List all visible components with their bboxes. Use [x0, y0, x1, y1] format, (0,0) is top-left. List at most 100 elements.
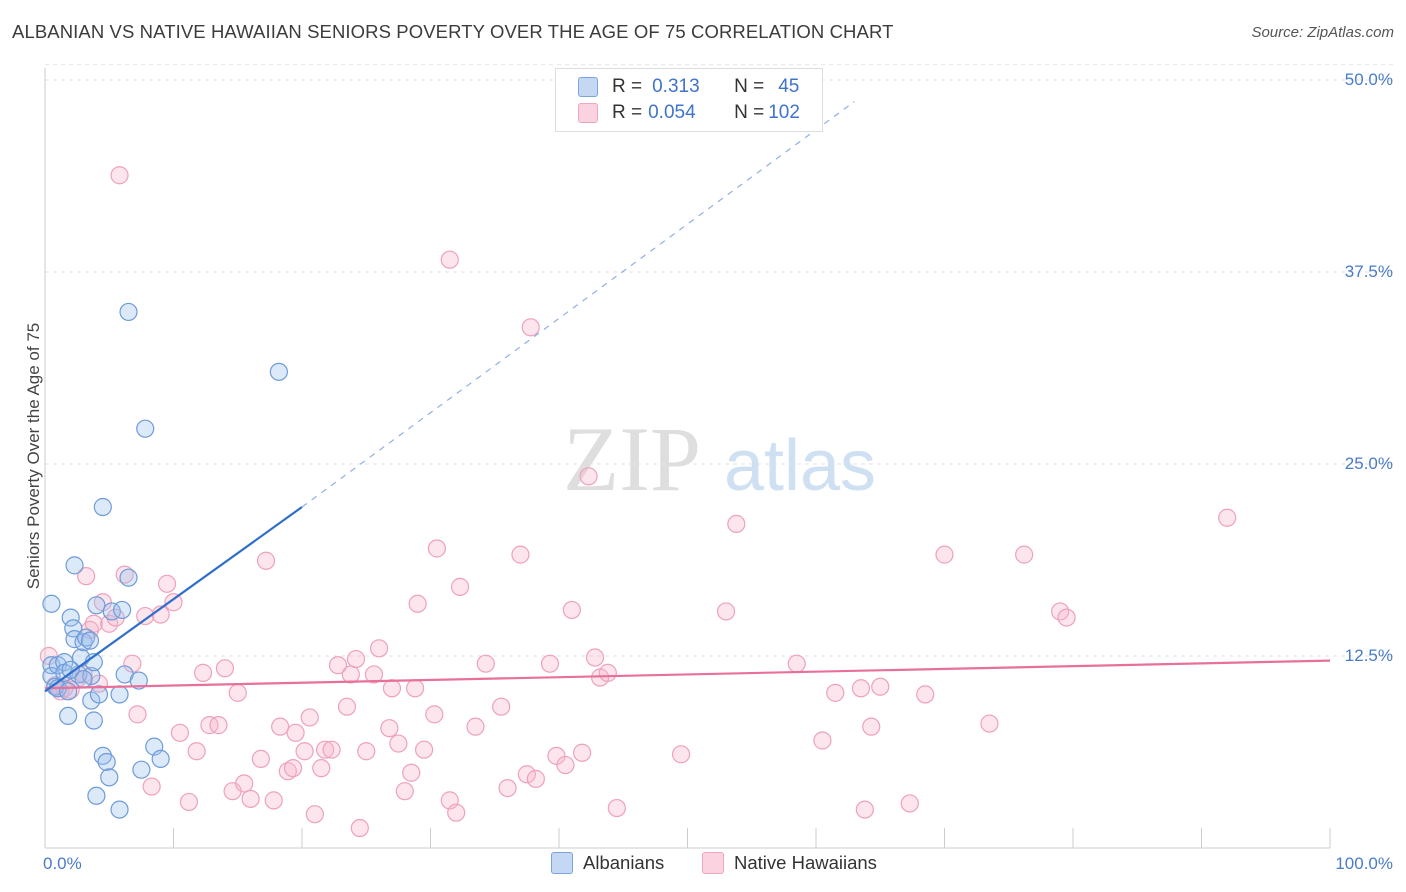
- native-hawaiian-point: [364, 665, 384, 684]
- native-hawaiian-point: [110, 166, 129, 185]
- albanians-trend-line: [44, 506, 303, 693]
- native-hawaiian-point: [402, 763, 421, 782]
- native-hawaiian-point: [322, 740, 341, 759]
- albanians-legend-label: Albanians: [583, 852, 665, 873]
- native-hawaiian-point: [295, 742, 314, 761]
- native-hawaiians-points: [39, 166, 1237, 838]
- native-hawaiian-point: [300, 708, 319, 727]
- albanian-point: [87, 786, 106, 805]
- legend-n-value: 45: [778, 76, 800, 97]
- native-hawaiian-point: [84, 614, 103, 633]
- native-hawaiian-point: [389, 734, 408, 753]
- albanian-point: [119, 568, 138, 587]
- native-hawaiian-point: [380, 719, 399, 738]
- native-hawaiian-point: [209, 716, 228, 735]
- native-hawaiians-legend-label: Native Hawaiians: [734, 852, 877, 873]
- native-hawaiian-point: [916, 685, 935, 704]
- native-hawaiian-point: [517, 765, 536, 784]
- native-hawaiians-trend-line: [44, 659, 1331, 690]
- native-hawaiian-point: [440, 250, 459, 269]
- albanian-point: [61, 608, 80, 627]
- native-hawaiian-point: [414, 740, 434, 759]
- x-tick-label-min: 0.0%: [43, 854, 82, 873]
- x-tick-label-max: 100.0%: [1335, 854, 1393, 873]
- native-hawaiian-point: [283, 759, 303, 778]
- native-hawaiian-point: [357, 742, 376, 761]
- albanian-point: [84, 711, 103, 730]
- native-hawaiian-point: [405, 679, 425, 698]
- stats-legend: R = 0.313 N = 45 R = 0.054 N = 102: [555, 68, 823, 132]
- native-hawaiian-point: [851, 679, 871, 698]
- native-hawaiian-point: [278, 762, 297, 781]
- chart-title: ALBANIAN VS NATIVE HAWAIIAN SENIORS POVE…: [12, 21, 894, 42]
- native-hawaiian-point: [935, 545, 954, 564]
- native-hawaiian-point: [395, 782, 414, 801]
- native-hawaiian-point: [427, 539, 447, 558]
- native-hawaiian-point: [447, 803, 466, 822]
- native-hawaiian-point: [235, 774, 254, 793]
- native-hawaiian-point: [579, 467, 598, 486]
- native-hawaiian-point: [305, 805, 324, 824]
- native-hawaiian-point: [498, 778, 517, 798]
- native-hawaiian-point: [980, 714, 999, 733]
- native-hawaiian-point: [585, 648, 605, 667]
- native-hawaiian-point: [562, 600, 581, 620]
- grid-lines: [45, 64, 1395, 657]
- native-hawaiian-point: [476, 654, 495, 673]
- albanian-point: [129, 671, 148, 690]
- legend-r-value: 0.313: [652, 76, 700, 97]
- albanian-point: [110, 800, 129, 819]
- albanian-point: [87, 596, 106, 615]
- native-hawaiians-legend-swatch: [702, 852, 724, 874]
- native-hawaiian-point: [862, 717, 881, 736]
- native-hawaiian-point: [787, 654, 806, 673]
- source-label: Source: ZipAtlas.com: [1251, 24, 1394, 41]
- native-hawaiian-point: [228, 683, 247, 702]
- native-hawaiian-point: [350, 818, 369, 838]
- native-hawaiian-point: [170, 723, 190, 742]
- albanian-point: [132, 760, 151, 779]
- native-hawaiian-point: [256, 551, 276, 570]
- native-hawaiian-point: [164, 593, 183, 612]
- y-tick-label: 50.0%: [1345, 70, 1393, 89]
- watermark-zip: ZIP: [563, 408, 701, 510]
- y-tick-label: 25.0%: [1345, 454, 1393, 473]
- native-hawaiian-point: [492, 697, 511, 716]
- native-hawaiian-point: [511, 545, 530, 564]
- native-hawaiian-point: [1218, 508, 1237, 527]
- native-hawaiian-point: [408, 594, 427, 613]
- native-hawaiian-point: [193, 663, 213, 682]
- native-hawaiian-point: [346, 649, 366, 669]
- native-hawaiian-point: [77, 567, 96, 586]
- legend-n-value: 102: [768, 102, 800, 123]
- native-hawaiian-point: [142, 777, 161, 796]
- albanian-point: [59, 706, 78, 726]
- legend-row-native-hawaiians: R = 0.054 N = 102: [578, 101, 800, 125]
- albanian-point: [74, 669, 93, 689]
- native-hawaiian-point: [521, 318, 540, 337]
- native-hawaiian-point: [526, 769, 545, 788]
- albanian-point: [93, 497, 112, 517]
- native-hawaiian-point: [179, 792, 199, 812]
- native-hawaiian-point: [370, 639, 389, 658]
- native-hawaiian-point: [215, 659, 234, 678]
- native-hawaiian-point: [450, 577, 470, 596]
- albanian-point: [151, 749, 170, 769]
- native-hawaiian-point: [1015, 545, 1034, 564]
- albanian-point: [110, 685, 129, 704]
- native-hawaiian-point: [855, 800, 874, 819]
- watermark: ZIP atlas: [563, 408, 876, 510]
- legend-n-label: N =: [734, 76, 765, 97]
- legend-n-label: N =: [734, 102, 765, 123]
- y-tick-label: 12.5%: [1345, 646, 1393, 665]
- native-hawaiian-point: [264, 791, 283, 810]
- albanians-legend-swatch: [551, 852, 573, 874]
- legend-item-native-hawaiians: Native Hawaiians: [702, 852, 877, 874]
- native-hawaiian-point: [187, 742, 206, 761]
- native-hawaiian-point: [328, 656, 348, 675]
- legend-row-albanians: R = 0.313 N = 45: [578, 75, 799, 99]
- native-hawaiian-point: [813, 731, 832, 750]
- albanian-point: [80, 631, 100, 650]
- native-hawaiian-point: [1057, 608, 1076, 627]
- native-hawaiian-point: [128, 705, 147, 724]
